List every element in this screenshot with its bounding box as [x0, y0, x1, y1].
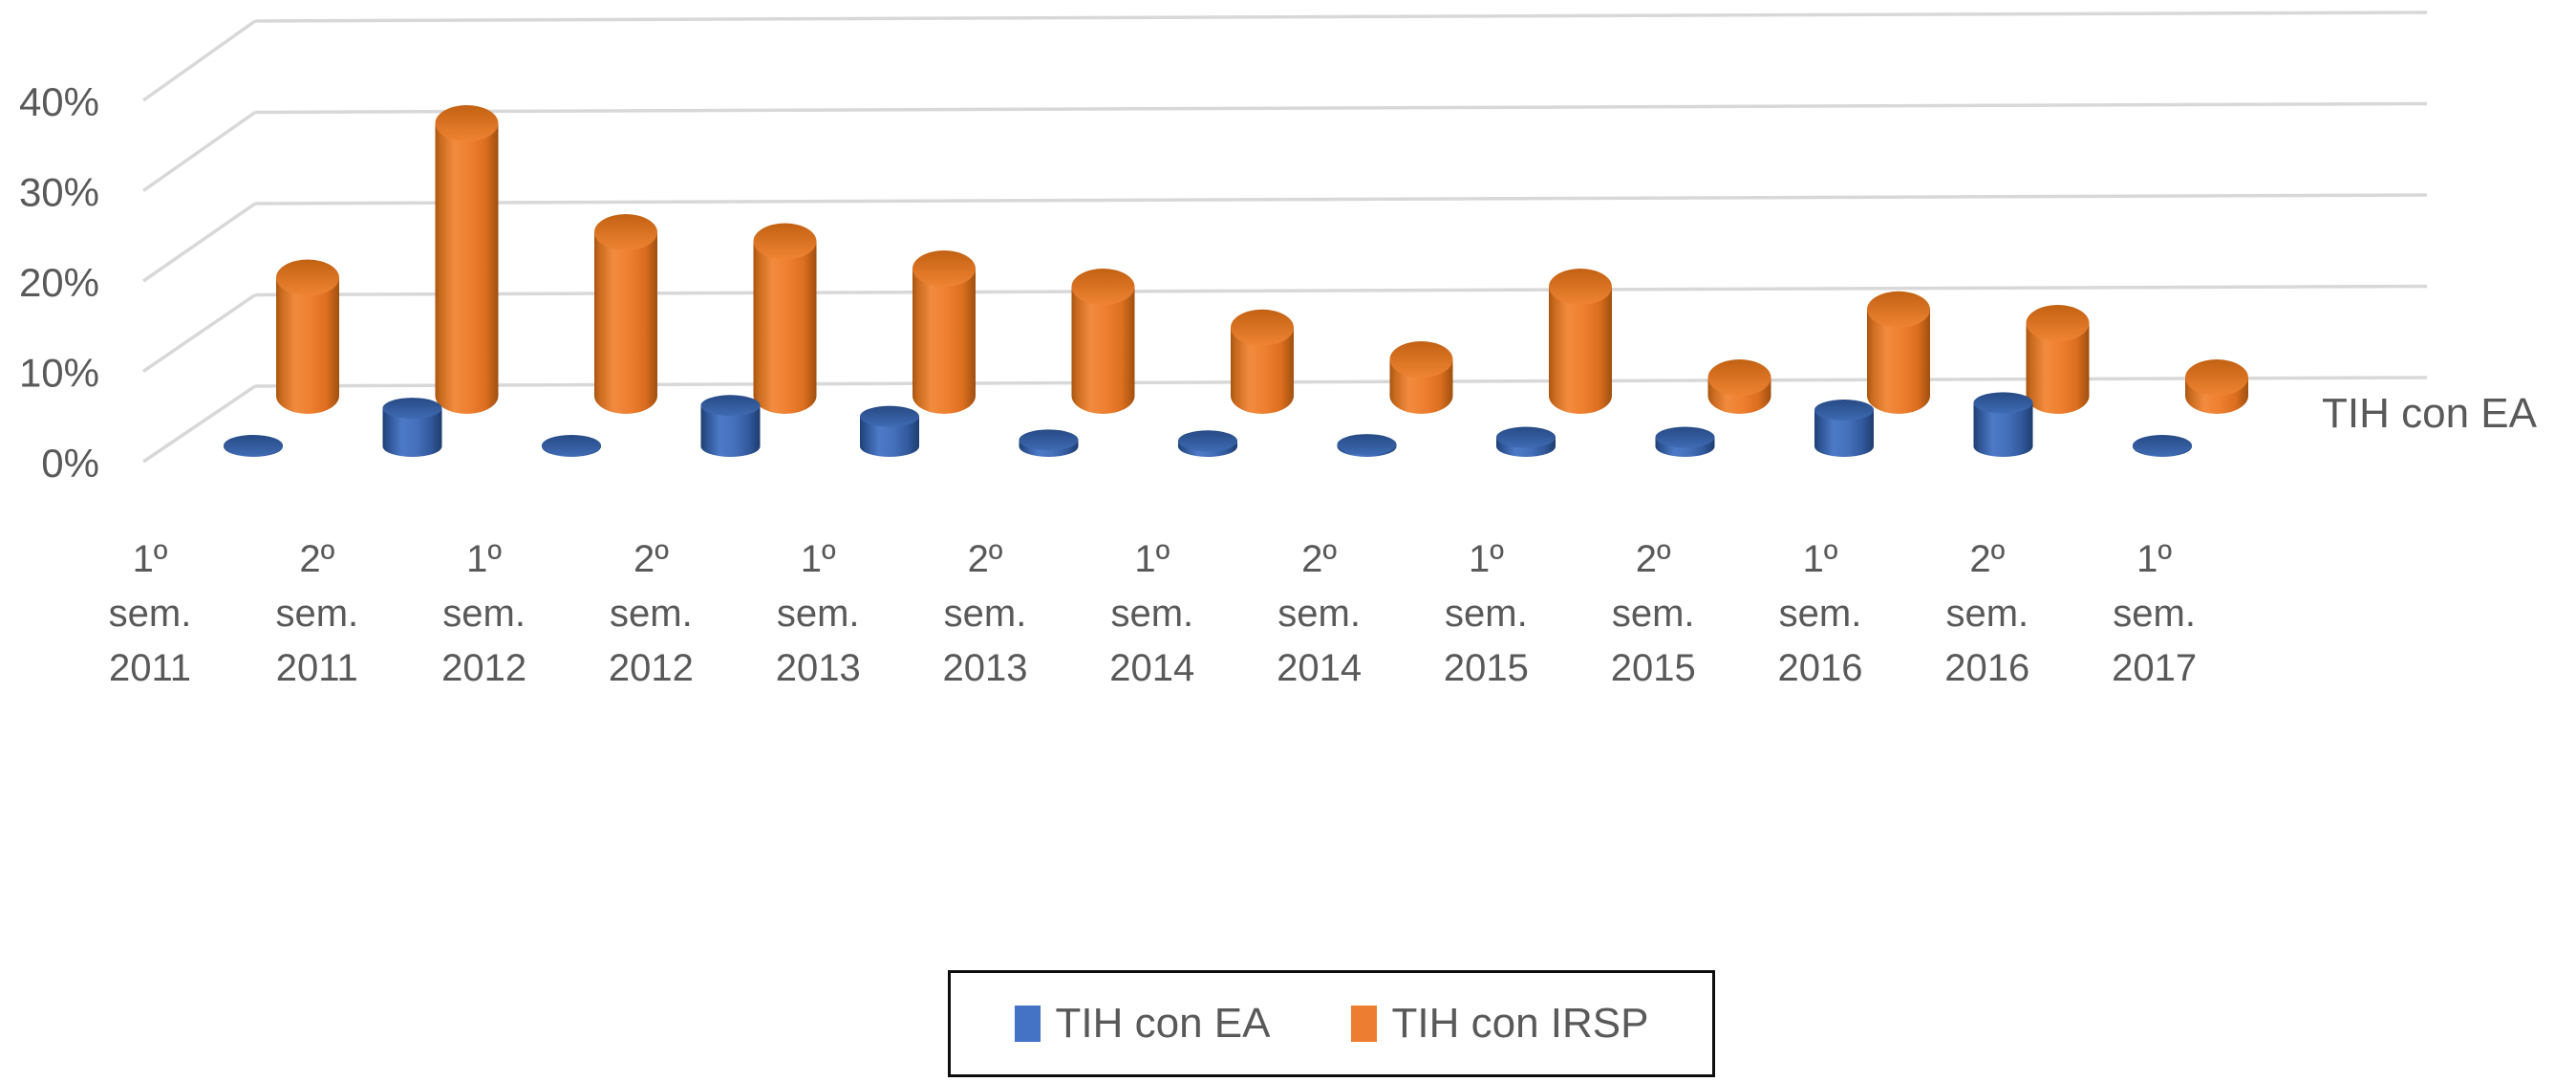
cylinder-top — [912, 250, 976, 287]
cylinder-body — [594, 232, 657, 396]
bar-tih-con-irsp-2-sem-2013 — [1071, 269, 1135, 414]
legend-item-tih-con-irsp: TIH con IRSP — [1350, 1000, 1649, 1048]
cylinder-body — [276, 277, 339, 396]
bar-tih-con-irsp-2-sem-2016 — [2026, 305, 2090, 414]
axis-labels-group: 0% 10% 20% 30% 40% 1º sem. 2011 2º sem. 2011 1º sem.… — [19, 79, 2197, 689]
cylinder-top — [594, 214, 657, 250]
x-axis-category-label: 2º sem. 2011 — [275, 538, 358, 689]
bar-tih-con-irsp-2-sem-2015 — [1707, 359, 1771, 414]
cylinder-top — [1549, 269, 1612, 305]
cylinder-top — [542, 435, 601, 457]
gridline-diagonal — [142, 202, 256, 283]
bar-tih-con-irsp-1-sem-2015 — [1549, 269, 1612, 414]
cylinder-top — [753, 223, 817, 260]
bar-tih-con-ea-2-sem-2012 — [700, 395, 761, 457]
gridline — [254, 376, 2428, 388]
cylinder-top — [1337, 434, 1397, 456]
bar-tih-con-ea-2-sem-2014 — [1337, 434, 1397, 457]
cylinder-top — [2185, 359, 2248, 396]
gridline — [254, 284, 2428, 297]
y-axis-tick-label: 40% — [19, 79, 99, 124]
cylinder-top — [1707, 359, 1771, 396]
x-axis-category-label: 1º sem. 2013 — [776, 538, 861, 689]
bar-tih-con-irsp-2-sem-2011 — [435, 105, 499, 414]
cylinder-top — [1389, 341, 1453, 378]
bar-tih-con-irsp-2-sem-2012 — [753, 223, 817, 414]
x-axis-category-label: 1º sem. 2012 — [441, 538, 526, 689]
bar-tih-con-ea-1-sem-2012 — [542, 435, 601, 457]
cylinder-top — [1973, 392, 2033, 414]
cylinder-top — [1814, 400, 1874, 421]
bar-tih-con-irsp-1-sem-2016 — [1867, 291, 1930, 414]
bar-tih-con-irsp-2-sem-2014 — [1389, 341, 1453, 414]
legend-item-tih-con-ea: TIH con EA — [1014, 1000, 1271, 1048]
y-axis-tick-label: 0% — [41, 441, 99, 486]
cylinder-top — [1019, 429, 1079, 451]
cylinder-top — [1231, 309, 1294, 346]
gridline-diagonal — [142, 384, 256, 464]
x-axis-category-label: 1º sem. 2016 — [1778, 538, 1863, 689]
legend-label: TIH con IRSP — [1391, 1000, 1649, 1047]
legend: TIH con EA TIH con IRSP — [948, 970, 1715, 1077]
cylinder-top — [435, 105, 499, 141]
y-axis-tick-label: 10% — [19, 351, 99, 396]
legend-label: TIH con EA — [1055, 1000, 1271, 1047]
legend-swatch-orange-icon — [1350, 1006, 1377, 1042]
cylinder-top — [1178, 430, 1237, 452]
x-axis-category-label: 2º sem. 2016 — [1944, 538, 2029, 689]
y-axis-tick-label: 30% — [19, 170, 99, 215]
x-axis-category-label: 1º sem. 2017 — [2112, 538, 2197, 689]
legend-swatch-blue-icon — [1014, 1006, 1041, 1042]
bar-tih-con-ea-2-sem-2015 — [1655, 426, 1715, 457]
cylinder-body — [435, 123, 499, 396]
gridline — [254, 193, 2428, 206]
cylinder-top — [224, 435, 283, 457]
bar-tih-con-irsp-1-sem-2017 — [2185, 359, 2248, 414]
bar-tih-con-irsp-1-sem-2011 — [276, 259, 339, 414]
bar-tih-con-ea-1-sem-2014 — [1178, 430, 1237, 457]
x-axis-category-label: 2º sem. 2013 — [943, 538, 1028, 689]
cylinder-top — [1655, 426, 1715, 448]
gridline — [254, 11, 2428, 23]
gridline — [254, 101, 2428, 115]
series-axis-label: TIH con EA — [2322, 390, 2537, 437]
bar-tih-con-ea-2-sem-2016 — [1973, 392, 2033, 457]
bars-group — [224, 105, 2248, 457]
cylinder-top — [2133, 435, 2192, 457]
cylinder-top — [382, 398, 442, 420]
cylinder-top — [1071, 269, 1135, 305]
bar-tih-con-ea-2-sem-2013 — [1019, 429, 1079, 457]
cylinder-top — [860, 405, 919, 427]
gridline-diagonal — [141, 19, 257, 102]
cylinder-top — [276, 259, 339, 296]
x-axis-category-label: 2º sem. 2015 — [1611, 538, 1696, 689]
cylinder-top — [1867, 291, 1930, 328]
cylinder-top — [2026, 305, 2090, 341]
cylinder-top — [700, 395, 761, 417]
bar-tih-con-irsp-1-sem-2014 — [1231, 309, 1294, 414]
cylinder-top — [1496, 426, 1556, 448]
gridline-diagonal — [141, 111, 257, 192]
y-axis-tick-label: 20% — [19, 260, 99, 305]
bar-tih-con-ea-1-sem-2011 — [224, 435, 283, 457]
x-axis-category-label: 1º sem. 2011 — [109, 538, 192, 689]
bar-tih-con-ea-2-sem-2011 — [382, 398, 442, 457]
cylinder-body — [753, 241, 817, 396]
cylinder-body — [912, 269, 976, 396]
x-axis-category-label: 2º sem. 2012 — [609, 538, 694, 689]
bar-tih-con-ea-1-sem-2013 — [860, 405, 919, 457]
bar-tih-con-ea-1-sem-2016 — [1814, 400, 1874, 457]
x-axis-category-label: 1º sem. 2015 — [1444, 538, 1529, 689]
bar-tih-con-ea-1-sem-2015 — [1496, 426, 1556, 457]
x-axis-category-label: 2º sem. 2014 — [1277, 538, 1362, 689]
bar-tih-con-ea-1-sem-2017 — [2133, 435, 2192, 457]
bar-tih-con-irsp-1-sem-2012 — [594, 214, 657, 414]
bar-tih-con-irsp-1-sem-2013 — [912, 250, 976, 414]
gridline-diagonal — [142, 293, 256, 373]
x-axis-category-label: 1º sem. 2014 — [1109, 538, 1194, 689]
